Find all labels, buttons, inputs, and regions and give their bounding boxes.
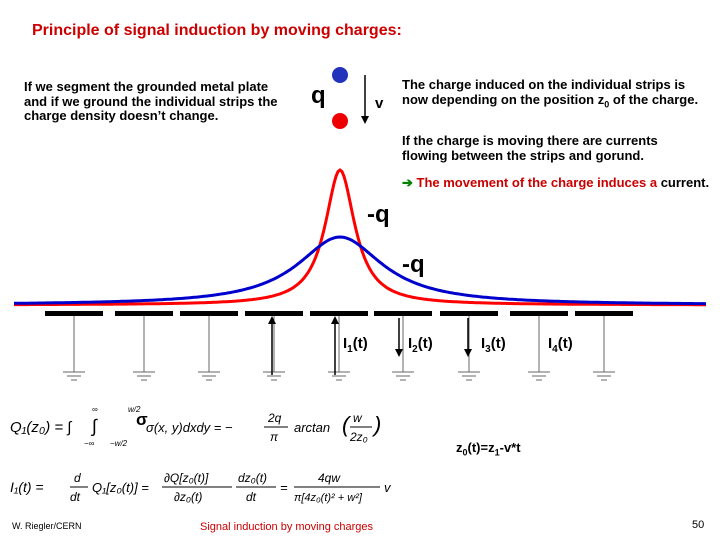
sigma-symbol: σ [136,410,148,429]
strip [575,311,633,316]
i1-q: Q₁[z₀(t)] = [92,480,149,495]
q1-paren-close: ) [371,412,381,437]
formula-q1: Q₁(z₀) = ∫ ∫ ∞ −∞ w/2 −w/2 σ(x, y)dxdy =… [6,404,386,448]
q1-inner-integral: ∫ [90,416,98,436]
i3-arg: (t) [490,335,506,352]
i2-arg: (t) [417,335,433,352]
strip [180,311,238,316]
q1-arg-den: 2z₀ [349,430,368,444]
i1-p-den: ∂z₀(t) [174,490,202,504]
z1-sub: 1 [494,447,500,458]
strip [245,311,303,316]
current-label-i2: I2(t) [408,335,433,355]
right-text-movement: ➔ The movement of the charge induces a c… [402,175,712,191]
velocity-label: v [375,95,384,112]
current-arrow-4-head-icon [464,349,472,357]
slide-title: Principle of signal induction by moving … [32,22,402,39]
q1-inner-upper: w/2 [128,405,141,414]
q1-outer-lower: −∞ [84,439,95,448]
left-description: If we segment the grounded metal plate a… [24,79,278,123]
q1-outer-upper: ∞ [92,405,98,414]
right-text-1-sub: 0 [604,99,610,110]
strip [510,311,568,316]
page-number: 50 [692,519,705,531]
i1-d-den: dt [70,490,81,504]
i1-v: v [384,480,392,495]
strip [440,311,498,316]
i2-sub: 2 [412,344,418,355]
footer-title: Signal induction by moving charges [200,521,374,533]
right-text-3-text-black: current. [660,175,710,190]
i1-d-num: d [74,471,81,485]
velocity-arrow-head-icon [361,116,369,124]
right-text-1-line1: The charge induced on the individual str… [402,77,686,107]
green-arrow-icon: ➔ [402,175,413,190]
charge-red-dot [332,113,348,129]
current-label-i4: I4(t) [548,335,573,355]
i4-letter: I [548,335,553,352]
i1-arg: (t) [352,335,368,352]
position-equation: z0(t)=z1-v*t [456,440,521,458]
i3-sub: 3 [485,344,491,355]
charge-q-label: q [311,82,326,109]
charge-blue-dot [332,67,348,83]
i1-p-num: ∂Q[z₀(t)] [164,471,209,485]
i1-p2-den: dt [246,490,257,504]
q1-lhs: Q₁(z₀) = ∫ [10,419,73,436]
z0-tail: -v*t [499,440,521,455]
q1-paren-open: ( [342,412,352,437]
q1-num: 2q [267,411,282,425]
q1-integrand: σ(x, y)dxdy = − [146,420,233,435]
current-arrow-1-head-icon [268,316,276,324]
z0-rest: (t)=z [467,440,495,455]
right-text-3-text: The movement of the charge induces a [412,175,661,190]
minus-q-red-label: -q [367,201,390,228]
current-label-i3: I3(t) [481,335,506,355]
i1-lhs: I₁(t) = [10,479,44,495]
i1-p2-num: dz₀(t) [238,471,267,485]
i4-sub: 4 [552,344,558,355]
strip [310,311,368,316]
i4-arg: (t) [557,335,573,352]
footer-author: W. Riegler/CERN [12,521,82,531]
ground-connections [63,316,615,381]
z0-letter: z [456,440,463,455]
right-text-1-line2: of the charge. [609,91,699,107]
current-label-i1: I1(t) [343,335,368,355]
i1-res-den: π[4z₀(t)² + w²] [294,492,363,504]
red-charge-density-curve [14,168,706,307]
q1-den: π [270,430,279,444]
q1-arctan: arctan [294,420,330,435]
i1-equals: = [280,480,288,495]
z0-sub: 0 [462,447,468,458]
q1-arg-num: w [353,411,363,425]
i3-letter: I [481,335,486,352]
minus-q-blue-label: -q [402,251,425,278]
q1-inner-lower: −w/2 [110,439,128,448]
strip [374,311,432,316]
segmented-strips [45,311,633,316]
current-arrow-3-head-icon [395,349,403,357]
right-text-currents: If the charge is moving there are curren… [402,133,658,163]
right-text-induced-charge: The charge induced on the individual str… [402,77,702,112]
i2-letter: I [408,335,413,352]
formula-q1-svg: Q₁(z₀) = ∫ ∫ ∞ −∞ w/2 −w/2 σ(x, y)dxdy =… [10,405,381,448]
i1-res-num: 4qw [318,471,341,485]
current-arrow-2-head-icon [331,316,339,324]
formula-i1-svg: I₁(t) = d dt Q₁[z₀(t)] = ∂Q[z₀(t)] ∂z₀(t… [10,471,392,504]
i1-letter: I [343,335,348,352]
blue-charge-density-curve [14,235,707,306]
formula-i1: I₁(t) = d dt Q₁[z₀(t)] = ∂Q[z₀(t)] ∂z₀(t… [6,466,396,510]
i1-sub: 1 [347,344,353,355]
strip [115,311,173,316]
strip [45,311,103,316]
